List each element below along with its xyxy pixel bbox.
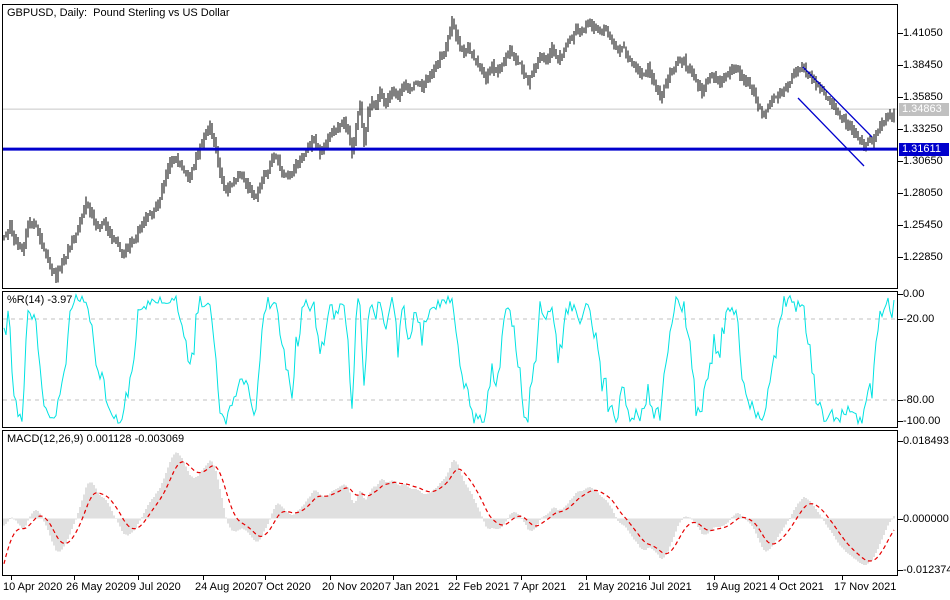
wpr-tick-tick bbox=[898, 400, 903, 401]
date-tick bbox=[138, 576, 139, 580]
wpr-tick-label: -20.00 bbox=[903, 313, 935, 325]
price-tick-tick bbox=[898, 129, 903, 130]
macd-tick-label: 0.018493 bbox=[903, 435, 949, 447]
wpr-chart-canvas[interactable] bbox=[3, 292, 897, 427]
price-panel: GBPUSD, Daily: Pound Sterling vs US Doll… bbox=[2, 4, 898, 289]
price-tick-label: 1.33250 bbox=[903, 123, 943, 135]
date-label: 7 Jan 2021 bbox=[385, 581, 440, 593]
price-tick-tick bbox=[898, 161, 903, 162]
macd-tick-label: -0.012374 bbox=[903, 564, 950, 576]
date-label: 21 May 2021 bbox=[578, 581, 642, 593]
wpr-line bbox=[3, 293, 895, 426]
date-tick bbox=[778, 576, 779, 580]
date-tick bbox=[456, 576, 457, 580]
wpr-tick-tick bbox=[898, 294, 903, 295]
price-tick-tick bbox=[898, 225, 903, 226]
wpr-panel: %R(14) -3.97 bbox=[2, 291, 898, 428]
price-tick-label: 1.28050 bbox=[903, 187, 943, 199]
price-tick-tick bbox=[898, 97, 903, 98]
price-tick-label: 1.41050 bbox=[903, 27, 943, 39]
chart-title: GBPUSD, Daily: Pound Sterling vs US Doll… bbox=[7, 7, 230, 19]
date-tick bbox=[330, 576, 331, 580]
price-tick-tick bbox=[898, 65, 903, 66]
macd-chart-canvas[interactable] bbox=[3, 431, 897, 575]
date-tick bbox=[11, 576, 12, 580]
date-label: 26 May 2020 bbox=[66, 581, 130, 593]
current-price-badge: 1.34863 bbox=[899, 103, 949, 116]
price-tick-label: 1.22850 bbox=[903, 251, 943, 263]
macd-tick-label: 0.000000 bbox=[903, 513, 949, 525]
date-label: 6 Jul 2021 bbox=[641, 581, 692, 593]
macd-panel: MACD(12,26,9) 0.001128 -0.003069 bbox=[2, 430, 898, 576]
trendline-upper[interactable] bbox=[802, 66, 873, 138]
date-tick bbox=[649, 576, 650, 580]
date-tick bbox=[521, 576, 522, 580]
wpr-tick-label: 0.00 bbox=[903, 288, 925, 300]
price-tick-label: 1.25450 bbox=[903, 219, 943, 231]
date-label: 10 Apr 2020 bbox=[3, 581, 63, 593]
date-tick bbox=[74, 576, 75, 580]
hline-price-badge: 1.31611 bbox=[899, 143, 949, 156]
wpr-tick-tick bbox=[898, 319, 903, 320]
wpr-tick-tick bbox=[898, 421, 903, 422]
trendline-lower[interactable] bbox=[797, 97, 865, 167]
macd-signal-line bbox=[3, 461, 895, 564]
wpr-label: %R(14) -3.97 bbox=[7, 294, 73, 306]
wpr-tick-label: -100.00 bbox=[903, 415, 941, 427]
date-tick bbox=[586, 576, 587, 580]
date-label: 20 Nov 2020 bbox=[322, 581, 385, 593]
macd-label: MACD(12,26,9) 0.001128 -0.003069 bbox=[7, 433, 185, 445]
macd-histogram bbox=[3, 452, 895, 566]
date-tick bbox=[265, 576, 266, 580]
date-label: 7 Oct 2020 bbox=[257, 581, 311, 593]
price-tick-tick bbox=[898, 257, 903, 258]
macd-tick-tick bbox=[898, 570, 903, 571]
price-tick-label: 1.38450 bbox=[903, 59, 943, 71]
price-chart-canvas[interactable] bbox=[3, 5, 897, 288]
price-tick-tick bbox=[898, 193, 903, 194]
price-bars bbox=[3, 16, 895, 283]
macd-tick-tick bbox=[898, 441, 903, 442]
date-tick bbox=[393, 576, 394, 580]
date-label: 19 Aug 2021 bbox=[706, 581, 768, 593]
date-label: 7 Apr 2021 bbox=[513, 581, 567, 593]
wpr-tick-label: -80.00 bbox=[903, 394, 935, 406]
date-tick bbox=[842, 576, 843, 580]
date-tick bbox=[714, 576, 715, 580]
price-tick-tick bbox=[898, 33, 903, 34]
date-label: 22 Feb 2021 bbox=[448, 581, 510, 593]
price-tick-label: 1.35850 bbox=[903, 91, 943, 103]
date-label: 9 Jul 2020 bbox=[130, 581, 181, 593]
date-label: 17 Nov 2021 bbox=[834, 581, 897, 593]
date-tick bbox=[203, 576, 204, 580]
price-tick-label: 1.30650 bbox=[903, 155, 943, 167]
date-label: 4 Oct 2021 bbox=[770, 581, 824, 593]
macd-tick-tick bbox=[898, 519, 903, 520]
date-label: 24 Aug 2020 bbox=[195, 581, 257, 593]
